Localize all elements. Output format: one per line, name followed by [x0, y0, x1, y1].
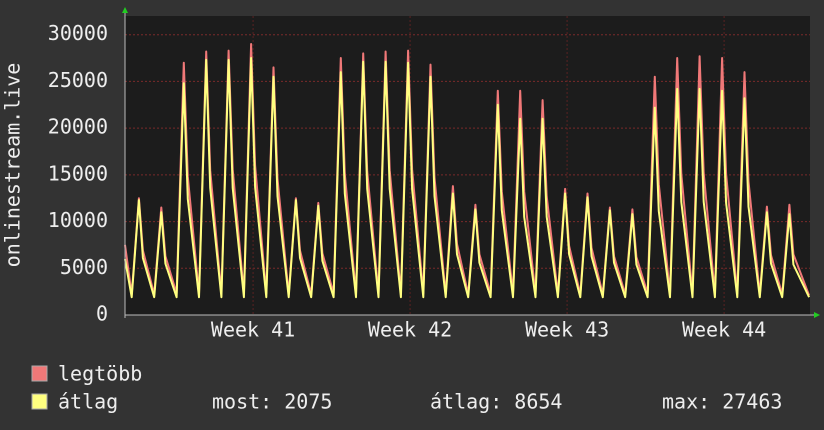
y-axis-label: onlinestream.live	[1, 63, 25, 268]
y-tick-label: 25000	[48, 68, 108, 92]
y-tick-label: 0	[96, 302, 108, 326]
y-tick-label: 30000	[48, 21, 108, 45]
stat-text: max: 27463	[662, 390, 782, 414]
legend-swatch	[31, 393, 48, 410]
x-tick-label: Week 43	[525, 318, 609, 342]
y-tick-label: 15000	[48, 161, 108, 185]
stat-text: most: 2075	[212, 390, 332, 414]
y-tick-label: 20000	[48, 115, 108, 139]
legend-label: legtöbb	[58, 362, 142, 386]
x-tick-label: Week 44	[682, 318, 766, 342]
legend-label: átlag	[58, 390, 118, 414]
x-tick-label: Week 41	[211, 318, 295, 342]
legend-swatch	[31, 365, 48, 382]
series-line	[124, 57, 811, 299]
lines	[124, 43, 811, 299]
y-axis-arrow	[122, 7, 128, 13]
stat-text: átlag: 8654	[430, 390, 562, 414]
y-tick-label: 10000	[48, 208, 108, 232]
x-axis-arrow	[814, 312, 820, 318]
y-tick-label: 5000	[60, 255, 108, 279]
x-tick-label: Week 42	[368, 318, 452, 342]
